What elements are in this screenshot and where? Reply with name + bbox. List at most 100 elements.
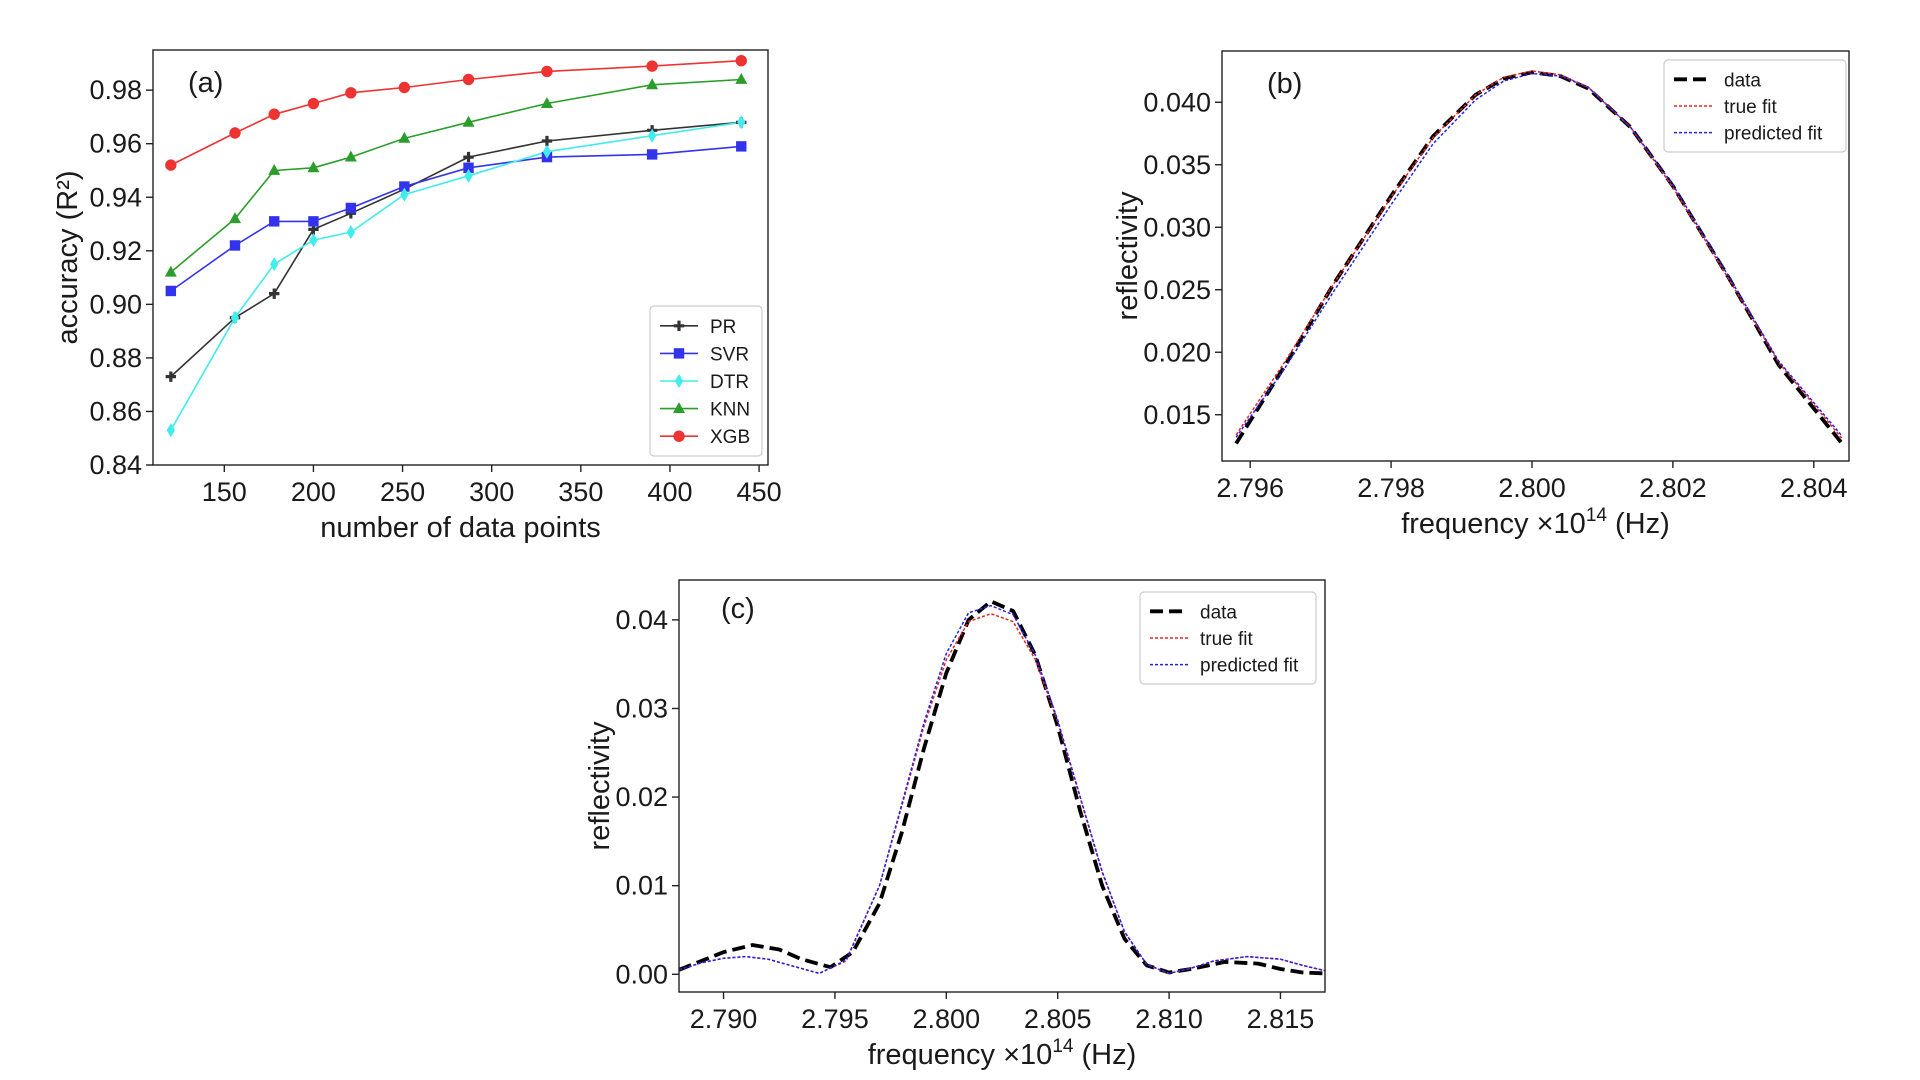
y-tick-label-a: 0.98 [89, 75, 142, 105]
data-point-a-knn [462, 115, 475, 127]
data-point-a-dtr [346, 225, 356, 240]
y-tick-label-b: 0.030 [1143, 212, 1211, 242]
legend-box-c [1139, 591, 1317, 685]
legend-label-c: true fit [1200, 629, 1254, 650]
data-point-a-xgb [541, 65, 553, 78]
axes-frame-b [1221, 50, 1850, 462]
x-tick-label-c: 2.790 [690, 1004, 758, 1034]
data-point-a-xgb [165, 159, 177, 171]
legend-c: data true fit predicted fit [1139, 591, 1317, 685]
y-tick-label-a: 0.84 [89, 450, 142, 480]
legend-marker-a [673, 320, 685, 331]
data-point-a-xgb [345, 87, 357, 99]
plot-area-a [170, 59, 742, 431]
legend-label-b: data [1724, 70, 1761, 91]
x-tick-label-a: 300 [469, 477, 514, 507]
data-point-a-dtr [400, 187, 409, 202]
plot-area-b [1234, 70, 1844, 445]
data-point-a-knn [540, 97, 553, 108]
legend-label-c: data [1200, 602, 1237, 623]
y-tick-label-c: 0.01 [615, 871, 668, 901]
x-tick-label-a: 200 [291, 477, 336, 507]
data-point-a-svr [463, 162, 474, 174]
x-tick-label-a: 400 [647, 477, 692, 507]
x-tick-label-b: 2.800 [1498, 473, 1566, 503]
x-tick-label-b: 2.796 [1216, 473, 1284, 503]
data-point-a-svr [269, 216, 280, 227]
x-tick-label-a: 150 [202, 477, 247, 507]
x-axis-label-main-b: frequency ×10 [1401, 508, 1586, 540]
legend-b: data true fit predicted fit [1663, 59, 1847, 153]
series-line-b-predicted-fit [1235, 72, 1843, 438]
data-point-a-knn [164, 265, 177, 277]
x-tick-label-c: 2.810 [1135, 1004, 1203, 1034]
data-point-a-dtr [270, 257, 279, 272]
legend-box-a [649, 305, 763, 457]
data-point-a-knn [307, 161, 320, 173]
y-tick-label-a: 0.90 [89, 289, 142, 319]
panel-label-a: (a) [188, 67, 223, 99]
x-tick-label-a: 350 [558, 477, 603, 507]
y-tick-label-b: 0.035 [1143, 150, 1211, 180]
chart-panel-b: 2.796 2.798 2.800 2.802 2.804 0.015 0.020 0.025… [1112, 50, 1850, 540]
x-tick-label-a: 250 [380, 477, 425, 507]
data-point-a-dtr [309, 233, 318, 248]
data-point-a-xgb [646, 60, 658, 72]
x-tick-label-a: 450 [737, 477, 782, 507]
legend-label-a: XGB [710, 427, 750, 448]
x-tick-label-b: 2.802 [1639, 473, 1707, 503]
panel-label-b: (b) [1267, 68, 1302, 100]
y-tick-label-a: 0.86 [89, 396, 142, 426]
data-point-a-pr [541, 135, 553, 147]
y-tick-label-c: 0.03 [615, 693, 668, 723]
y-axis-label-a: accuracy (R²) [52, 170, 84, 344]
data-point-a-dtr [464, 168, 473, 183]
x-tick-label-c: 2.815 [1247, 1004, 1315, 1034]
data-point-a-knn [344, 150, 357, 162]
data-point-a-dtr [166, 423, 175, 438]
data-point-a-dtr [647, 128, 657, 143]
data-point-a-xgb [307, 97, 320, 110]
y-tick-label-b: 0.025 [1143, 275, 1211, 305]
legend-label-a: KNN [710, 400, 750, 421]
legend-a: PR SVR DTR KNN XGB [649, 305, 763, 457]
series-line-a-xgb [170, 59, 742, 166]
y-tick-label-c: 0.04 [615, 605, 668, 635]
series-line-b-true-fit [1235, 70, 1843, 439]
data-point-a-knn [229, 212, 241, 224]
panel-label-c: (c) [721, 593, 755, 625]
data-point-a-svr [399, 181, 410, 192]
x-tick-label-b: 2.804 [1780, 473, 1848, 503]
x-axis-label-exponent-b: 14 [1586, 505, 1608, 526]
x-axis-label-c: frequency ×1014 (Hz) [868, 1036, 1137, 1071]
y-tick-label-a: 0.88 [89, 343, 142, 373]
series-line-c-data [679, 599, 1325, 976]
data-point-a-knn [646, 78, 659, 90]
data-point-a-svr [165, 285, 177, 297]
y-tick-label-c: 0.00 [615, 959, 668, 989]
x-axis-label-a: number of data points [320, 512, 601, 544]
y-tick-label-b: 0.040 [1143, 87, 1211, 117]
x-axis-label-main-a: number of data points [320, 512, 601, 544]
data-point-a-xgb [229, 127, 241, 139]
plot-area-c [679, 599, 1325, 976]
series-line-a-dtr [170, 121, 742, 431]
data-point-a-pr [269, 288, 280, 299]
legend-label-a: DTR [710, 372, 749, 393]
x-tick-label-c: 2.800 [913, 1004, 981, 1034]
series-line-a-knn [170, 78, 742, 273]
x-axis-label-unit-c: (Hz) [1073, 1039, 1136, 1071]
data-point-a-knn [398, 131, 411, 143]
x-tick-label-c: 2.795 [801, 1004, 869, 1034]
data-point-a-svr [646, 149, 658, 160]
x-tick-label-b: 2.798 [1357, 473, 1425, 503]
data-point-a-dtr [542, 144, 552, 159]
y-tick-label-b: 0.015 [1143, 400, 1211, 430]
x-axis-label-exponent-c: 14 [1052, 1036, 1074, 1057]
x-axis-label-unit-b: (Hz) [1607, 508, 1670, 540]
chart-panel-c: 2.790 2.795 2.800 2.805 2.810 2.815 0.00 0.01 0.… [584, 579, 1326, 1071]
data-point-a-svr [345, 202, 357, 214]
legend-box-b [1663, 59, 1847, 153]
legend-label-a: SVR [710, 344, 749, 365]
